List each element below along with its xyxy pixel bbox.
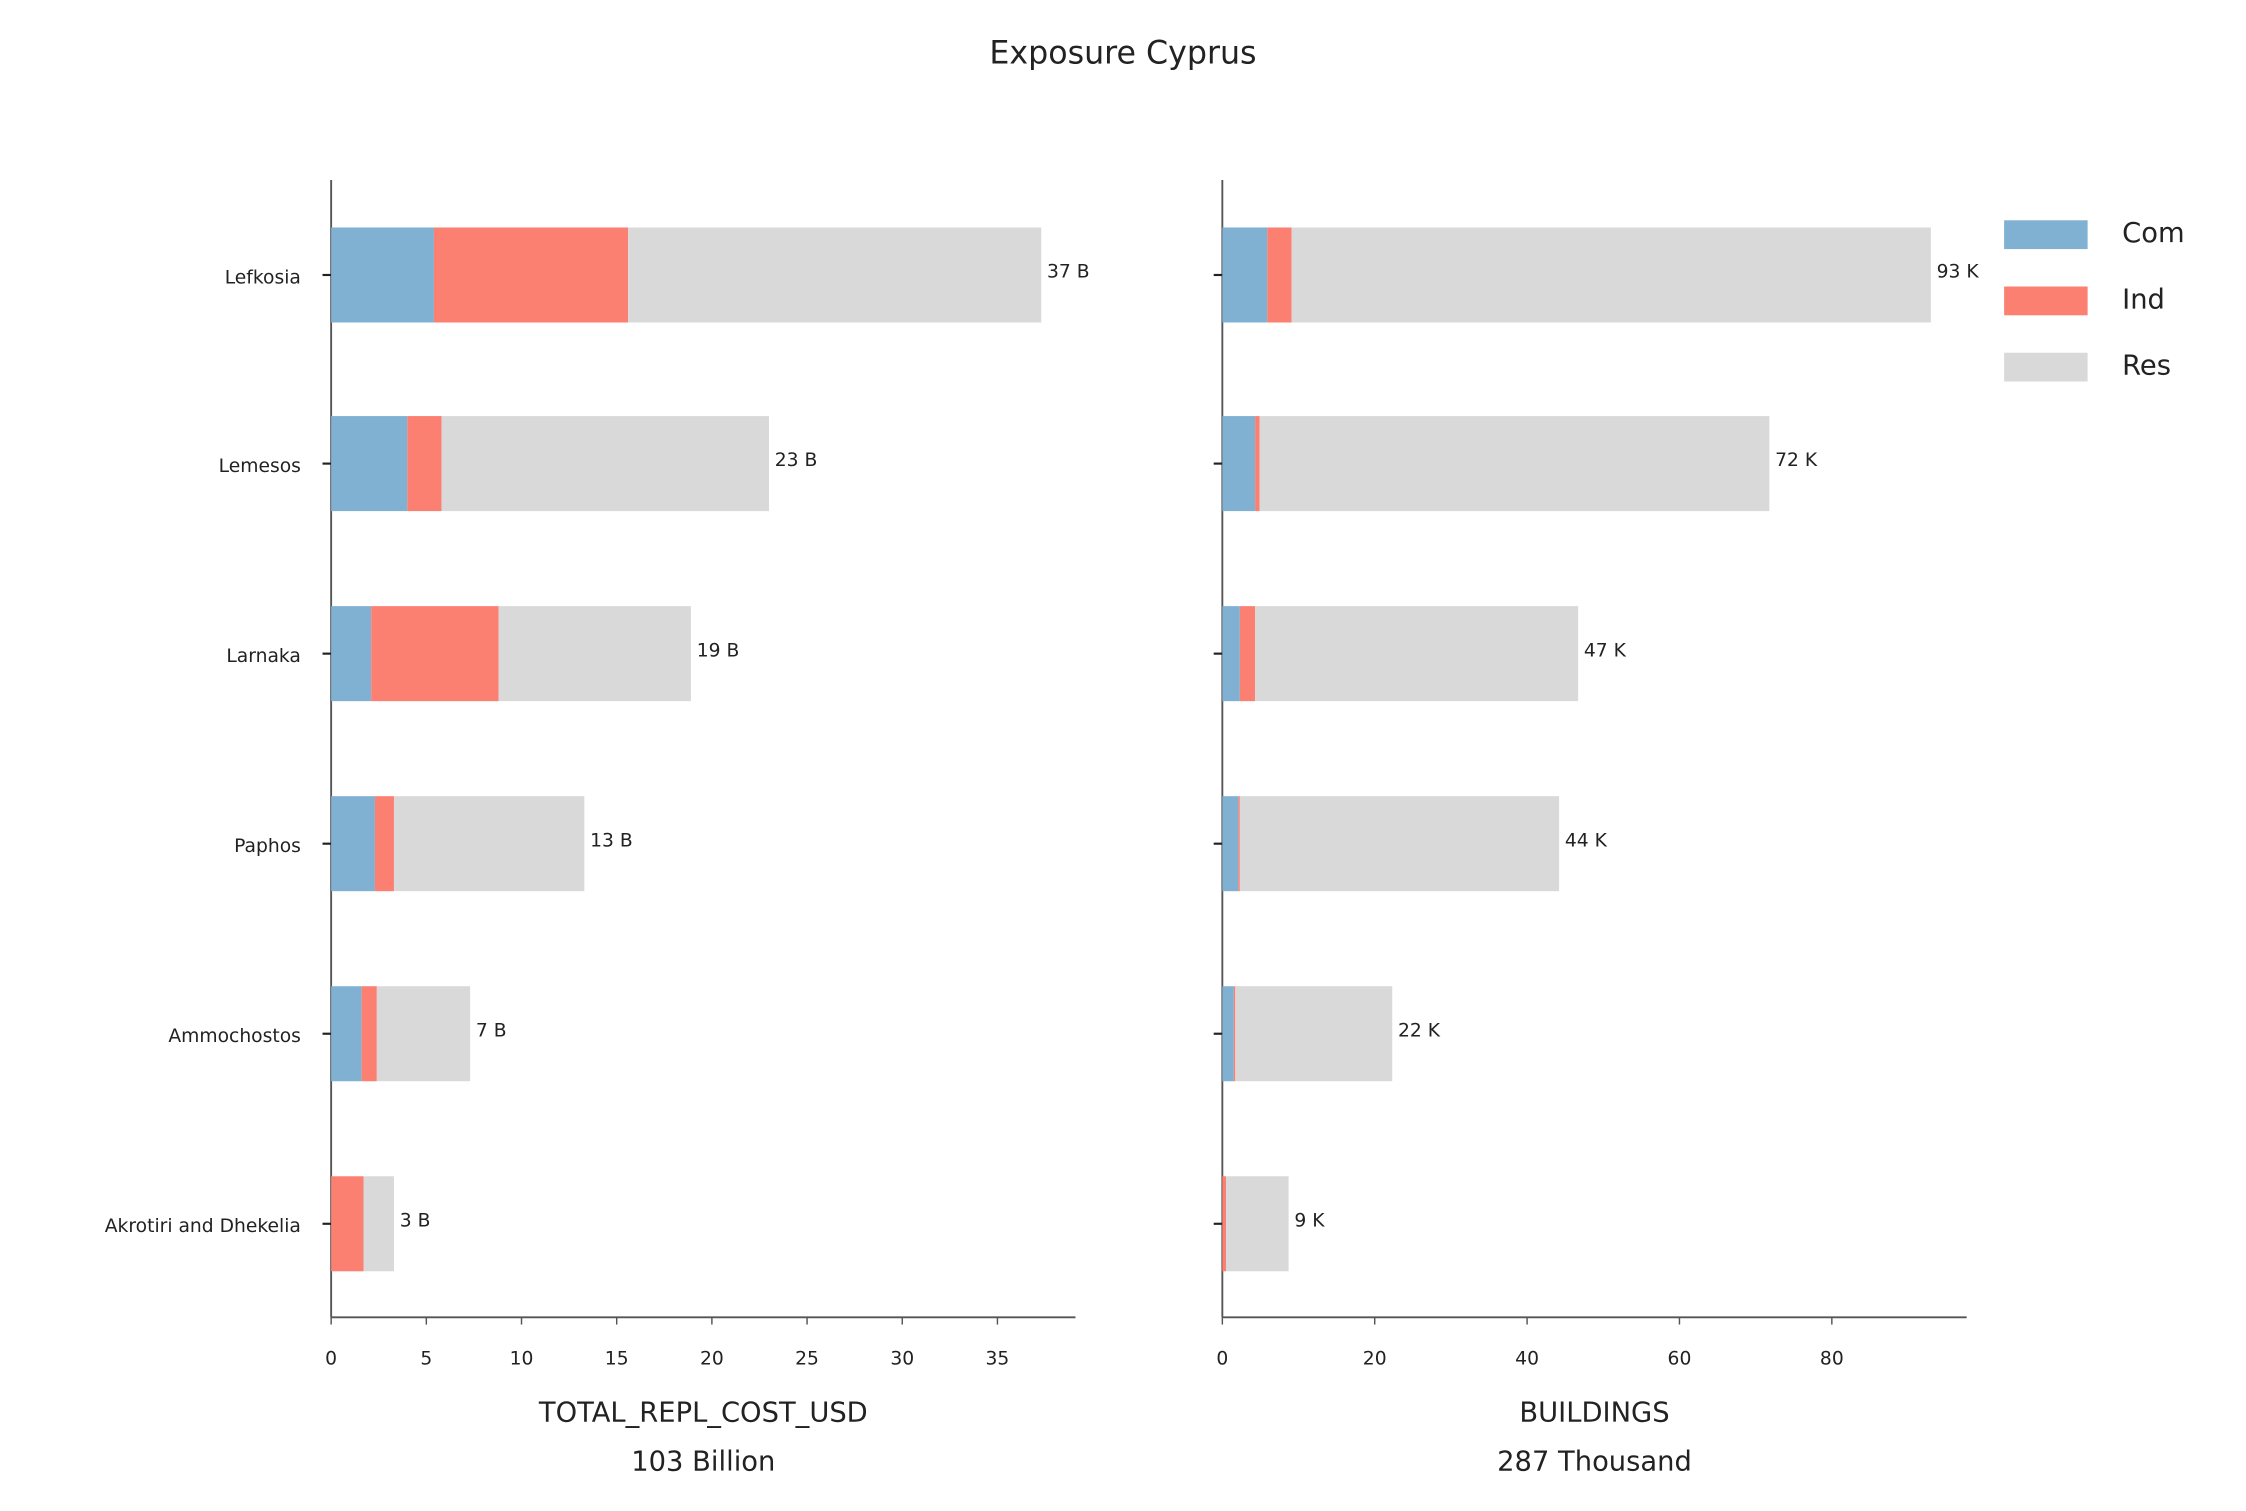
- bar-segment: [361, 986, 377, 1082]
- x-tick-label: 10: [510, 1349, 534, 1370]
- total-label: 23 B: [775, 450, 818, 471]
- legend-label: Com: [2122, 218, 2184, 249]
- bar-segment: [331, 986, 362, 1082]
- y-tick-label: Paphos: [234, 836, 301, 857]
- bar-segment: [1233, 986, 1236, 1082]
- bar-segment: [331, 416, 408, 512]
- x-axis-label: 287 Thousand: [1497, 1446, 1692, 1477]
- bar-segment: [1222, 416, 1256, 512]
- bar-segment: [331, 227, 434, 323]
- bar-segment: [1239, 796, 1560, 892]
- x-tick-label: 35: [986, 1349, 1010, 1370]
- bar-segment: [628, 227, 1042, 323]
- bar-segment: [393, 796, 585, 892]
- bar-segment: [1222, 986, 1234, 1082]
- x-tick-label: 15: [605, 1349, 629, 1370]
- bar-segment: [1222, 227, 1268, 323]
- y-tick-label: Ammochostos: [168, 1026, 301, 1047]
- bar-segment: [1255, 606, 1579, 702]
- x-tick-label: 25: [795, 1349, 819, 1370]
- y-tick-label: Lefkosia: [225, 267, 301, 288]
- legend-label: Res: [2122, 351, 2171, 382]
- total-label: 44 K: [1565, 830, 1608, 851]
- y-tick-label: Akrotiri and Dhekelia: [105, 1216, 301, 1237]
- bar-segment: [331, 606, 372, 702]
- total-label: 22 K: [1398, 1020, 1441, 1041]
- legend-swatch: [2004, 220, 2088, 250]
- total-label: 13 B: [590, 830, 633, 851]
- x-axis-label: BUILDINGS: [1519, 1397, 1669, 1428]
- bar-segment: [407, 416, 442, 512]
- x-tick-label: 5: [420, 1349, 432, 1370]
- bar-segment: [1267, 227, 1292, 323]
- total-label: 19 B: [697, 640, 740, 661]
- bar-segment: [1222, 606, 1240, 702]
- bar-segment: [1235, 986, 1393, 1082]
- bar-segment: [1222, 796, 1239, 892]
- bar-segment: [363, 1176, 394, 1272]
- total-label: 9 K: [1294, 1210, 1325, 1231]
- bar-segment: [441, 416, 769, 512]
- bar-segment: [1226, 1176, 1289, 1272]
- bar-segment: [1222, 1176, 1227, 1272]
- bar-segment: [331, 1176, 364, 1272]
- bar-segment: [376, 986, 471, 1082]
- x-tick-label: 30: [890, 1349, 914, 1370]
- bar-segment: [1259, 416, 1770, 512]
- figure-title: Exposure Cyprus: [989, 36, 1256, 72]
- x-tick-label: 0: [1216, 1349, 1228, 1370]
- bar-segment: [331, 796, 375, 892]
- x-tick-label: 80: [1820, 1349, 1844, 1370]
- bar-segment: [1239, 606, 1256, 702]
- total-label: 47 K: [1584, 640, 1627, 661]
- x-tick-label: 60: [1668, 1349, 1692, 1370]
- x-axis-label: TOTAL_REPL_COST_USD: [538, 1397, 868, 1428]
- bar-segment: [433, 227, 629, 323]
- y-tick-label: Larnaka: [226, 646, 301, 667]
- bar-segment: [1255, 416, 1260, 512]
- x-tick-label: 0: [325, 1349, 337, 1370]
- x-tick-label: 20: [1363, 1349, 1387, 1370]
- legend-swatch: [2004, 352, 2088, 382]
- x-axis-label: 103 Billion: [631, 1446, 775, 1477]
- y-tick-label: Lemesos: [219, 456, 301, 477]
- bar-segment: [371, 606, 499, 702]
- total-label: 3 B: [400, 1210, 431, 1231]
- bar-segment: [1238, 796, 1240, 892]
- total-label: 93 K: [1937, 262, 1980, 283]
- legend-swatch: [2004, 286, 2088, 316]
- bar-segment: [1291, 227, 1931, 323]
- x-tick-label: 20: [700, 1349, 724, 1370]
- bar-segment: [374, 796, 394, 892]
- total-label: 72 K: [1775, 450, 1818, 471]
- total-label: 7 B: [476, 1020, 507, 1041]
- bar-segment: [498, 606, 691, 702]
- total-label: 37 B: [1047, 262, 1090, 283]
- x-tick-label: 40: [1515, 1349, 1539, 1370]
- legend-label: Ind: [2122, 284, 2165, 315]
